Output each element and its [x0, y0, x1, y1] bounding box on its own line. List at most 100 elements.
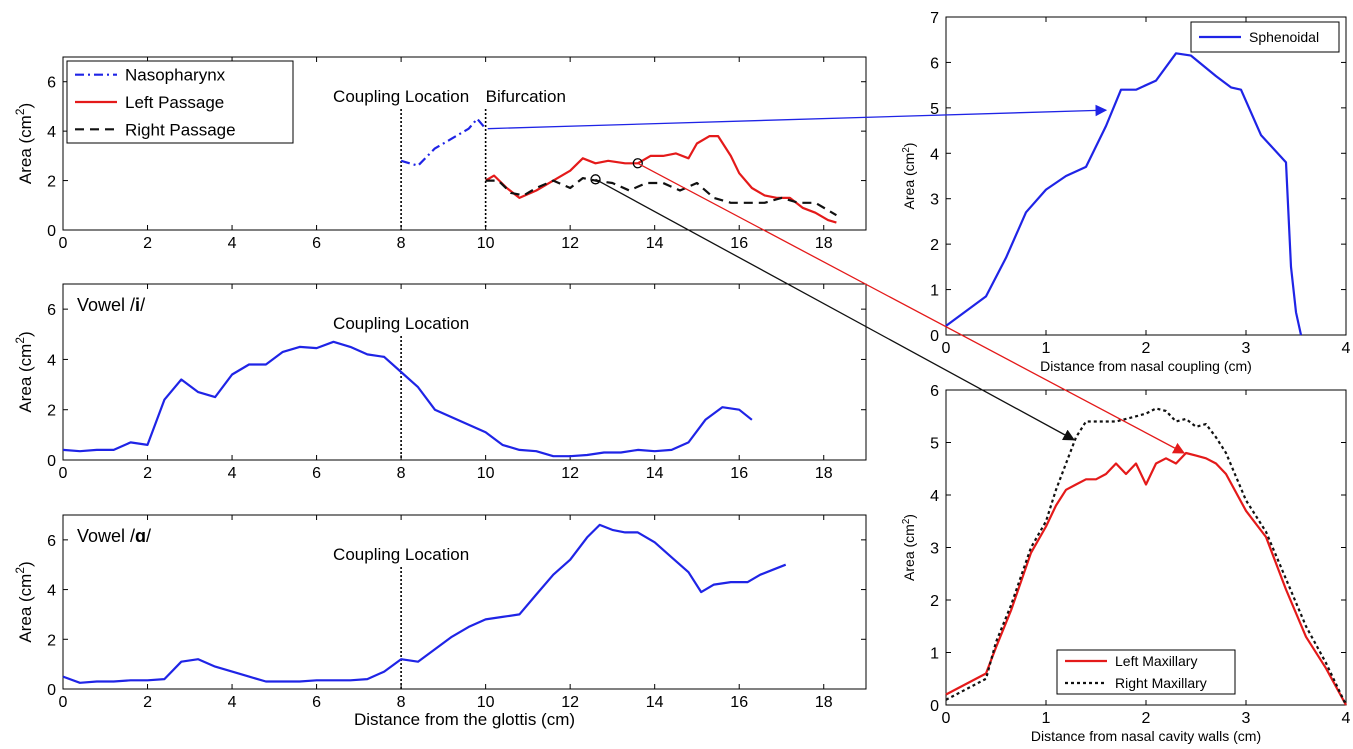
series-line-nasopharynx — [400, 117, 487, 167]
y-tick-label: 2 — [930, 237, 939, 254]
x-tick-label: 2 — [1142, 710, 1151, 727]
y-tick-label: 2 — [47, 632, 56, 649]
legend-label: Nasopharynx — [125, 66, 226, 85]
y-axis-label: Area (cm2) — [13, 561, 35, 642]
legend-label: Left Maxillary — [1115, 653, 1197, 669]
y-tick-label: 7 — [930, 10, 939, 27]
arrow-to-left-maxillary — [637, 162, 1186, 454]
y-tick-label: 4 — [47, 124, 56, 141]
x-axis-label: Distance from nasal cavity walls (cm) — [1031, 728, 1261, 744]
y-tick-label: 0 — [930, 698, 939, 715]
x-axis-label: Distance from nasal coupling (cm) — [1040, 358, 1252, 374]
y-tick-label: 0 — [47, 453, 56, 470]
x-tick-label: 10 — [477, 465, 495, 482]
arrow-to-sphenoidal — [487, 104, 1108, 130]
connector-arrows — [487, 104, 1186, 454]
panel-vowel-a: 0 2 4 6 8 10 12 14 16 18 0 2 4 6 Area (cm2) Distance fr… — [13, 514, 867, 729]
x-tick-label: 2 — [143, 694, 152, 711]
x-tick-label: 10 — [477, 235, 495, 252]
x-tick-label: 4 — [1342, 340, 1351, 357]
x-tick-label: 18 — [815, 694, 833, 711]
vertical-marker-label: Coupling Location — [333, 314, 469, 333]
y-tick-label: 0 — [47, 223, 56, 240]
x-tick-label: 6 — [312, 694, 321, 711]
y-axis-label: Area (cm2) — [901, 514, 918, 581]
x-tick-label: 12 — [561, 694, 579, 711]
x-tick-label: 12 — [561, 235, 579, 252]
x-tick-label: 1 — [1042, 340, 1051, 357]
y-tick-label: 3 — [930, 192, 939, 209]
vertical-marker-label: Bifurcation — [486, 87, 566, 106]
y-tick-label: 4 — [47, 352, 56, 369]
x-tick-label: 12 — [561, 465, 579, 482]
y-tick-label: 1 — [930, 283, 939, 300]
vertical-marker-label: Coupling Location — [333, 87, 469, 106]
y-axis-label: Area (cm2) — [901, 143, 918, 210]
y-axis-label: Area (cm2) — [13, 103, 35, 184]
x-tick-label: 2 — [143, 235, 152, 252]
y-tick-label: 4 — [930, 146, 939, 163]
x-tick-label: 0 — [59, 235, 68, 252]
x-tick-label: 3 — [1242, 340, 1251, 357]
y-tick-label: 4 — [930, 488, 939, 505]
x-tick-label: 6 — [312, 465, 321, 482]
y-tick-label: 6 — [47, 533, 56, 550]
x-tick-label: 4 — [1342, 710, 1351, 727]
y-tick-label: 5 — [930, 101, 939, 118]
x-tick-label: 0 — [942, 340, 951, 357]
x-tick-label: 18 — [815, 235, 833, 252]
series-line-right-maxillary — [945, 407, 1347, 706]
legend-label: Sphenoidal — [1249, 29, 1319, 45]
y-tick-label: 0 — [930, 328, 939, 345]
series-line-right-passage — [485, 177, 837, 217]
x-tick-label: 1 — [1042, 710, 1051, 727]
x-tick-label: 2 — [143, 465, 152, 482]
series-line-0 — [62, 340, 753, 458]
y-tick-label: 2 — [47, 174, 56, 191]
x-tick-label: 4 — [228, 235, 237, 252]
y-tick-label: 0 — [47, 682, 56, 699]
y-axis-label: Area (cm2) — [13, 331, 35, 412]
y-tick-label: 6 — [930, 55, 939, 72]
x-tick-label: 16 — [730, 235, 748, 252]
panel-sphenoidal: 0 1 2 3 4 0 1 2 3 4 5 6 7 Area (cm2) Distance from nas… — [901, 10, 1351, 374]
x-tick-label: 0 — [59, 694, 68, 711]
arrow-to-right-maxillary — [595, 178, 1076, 441]
y-tick-label: 6 — [47, 302, 56, 319]
x-tick-label: 14 — [646, 235, 664, 252]
y-tick-label: 3 — [930, 541, 939, 558]
y-tick-label: 5 — [930, 436, 939, 453]
x-tick-label: 8 — [397, 235, 406, 252]
x-tick-label: 16 — [730, 694, 748, 711]
legend-label: Left Passage — [125, 93, 224, 112]
x-tick-label: 0 — [942, 710, 951, 727]
x-tick-label: 4 — [228, 694, 237, 711]
x-tick-label: 8 — [397, 694, 406, 711]
x-axis-label: Distance from the glottis (cm) — [354, 710, 575, 729]
y-tick-label: 2 — [930, 593, 939, 610]
vowel-annotation: Vowel /ɑ/ — [77, 526, 151, 546]
x-tick-label: 16 — [730, 465, 748, 482]
x-tick-label: 2 — [1142, 340, 1151, 357]
x-tick-label: 18 — [815, 465, 833, 482]
series-line-0 — [62, 523, 787, 684]
x-tick-label: 8 — [397, 465, 406, 482]
y-tick-label: 4 — [47, 583, 56, 600]
connector-origin-marker — [590, 174, 601, 185]
y-tick-label: 1 — [930, 646, 939, 663]
series-line-left-maxillary — [945, 451, 1347, 706]
y-tick-label: 6 — [930, 383, 939, 400]
series-line-left-passage — [485, 135, 837, 224]
panel-vowel-i: 0 2 4 6 8 10 12 14 16 18 0 2 4 6 Area (cm2) Coupling Lo… — [13, 283, 867, 482]
panel-nasal: 0 2 4 6 8 10 12 14 16 18 0 2 4 6 Area (cm2) Coupling Lo… — [13, 56, 867, 252]
vowel-annotation: Vowel /i/ — [77, 295, 145, 315]
x-tick-label: 6 — [312, 235, 321, 252]
connector-origin-marker — [632, 158, 643, 169]
plot-frame — [62, 514, 867, 690]
x-tick-label: 14 — [646, 694, 664, 711]
panel-maxillary: 0 1 2 3 4 0 1 2 3 4 5 6 Area (cm2) Distance from nasa… — [901, 383, 1351, 744]
x-tick-label: 3 — [1242, 710, 1251, 727]
vertical-marker-label: Coupling Location — [333, 545, 469, 564]
plot-frame — [62, 56, 867, 231]
